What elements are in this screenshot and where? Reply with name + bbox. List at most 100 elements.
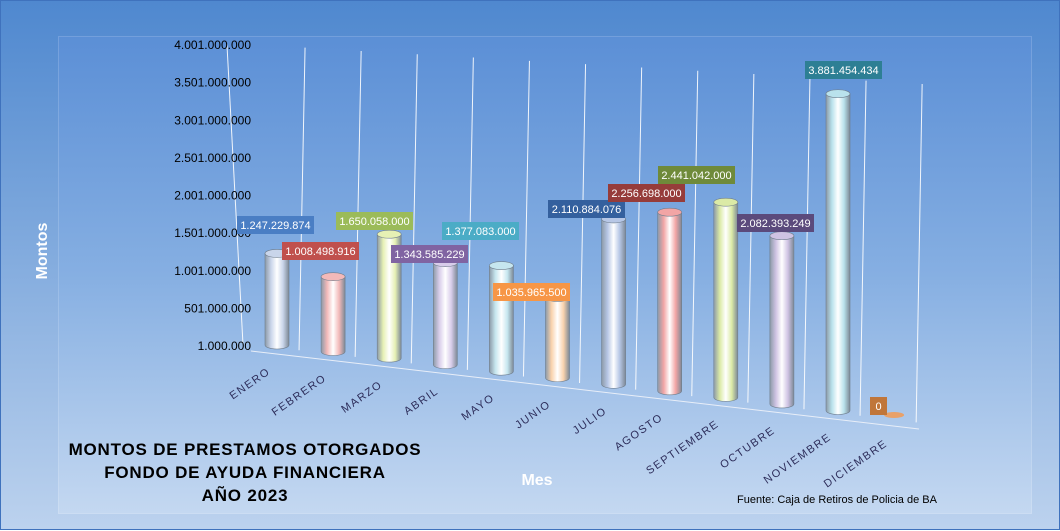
y-tick-label: 2.001.000.000 — [174, 189, 251, 203]
grid-line — [410, 54, 418, 364]
data-label-box — [391, 245, 468, 263]
data-label-text: 1.377.083.000 — [445, 226, 515, 238]
data-label-box — [442, 222, 519, 240]
x-axis-title: Mes — [521, 472, 553, 489]
data-label-text: 1.343.585.229 — [394, 249, 464, 261]
bar-body — [601, 218, 626, 389]
data-label-text: 3.881.454.434 — [808, 65, 878, 77]
bar-top — [657, 207, 683, 217]
x-tick-label: MARZO — [339, 379, 385, 416]
data-label-text: 0 — [875, 401, 881, 413]
data-label: 1.035.965.500 — [493, 283, 570, 301]
x-tick-label: JUNIO — [513, 398, 553, 431]
data-label-text: 2.441.042.000 — [661, 170, 731, 182]
y-tick-label: 2.501.000.000 — [174, 151, 251, 165]
y-tick-label: 3.001.000.000 — [174, 113, 251, 127]
data-label-text: 1.247.229.874 — [240, 220, 310, 232]
bar — [432, 258, 458, 369]
bar — [769, 231, 795, 409]
bar-body — [264, 253, 290, 350]
grid-line — [226, 44, 244, 344]
y-tick-label: 1.000.000 — [198, 339, 252, 353]
x-tick-label: OCTUBRE — [718, 425, 778, 472]
bar-top — [489, 261, 514, 270]
bar-base — [884, 412, 905, 419]
y-tick-label: 501.000.000 — [184, 301, 251, 315]
bar — [657, 207, 683, 396]
grid-line — [298, 47, 306, 351]
data-label: 1.650.058.000 — [336, 212, 413, 230]
data-label-box — [737, 214, 814, 232]
data-label: 1.343.585.229 — [391, 245, 468, 263]
x-tick-label: DICIEMBRE — [822, 438, 890, 491]
y-tick-label: 1.001.000.000 — [174, 264, 251, 278]
chart-title-line: FONDO DE AYUDA FINANCIERA — [104, 463, 386, 482]
grid-line — [915, 83, 923, 423]
data-label-text: 1.035.965.500 — [496, 287, 566, 299]
bar — [713, 197, 739, 402]
bar-body — [489, 265, 514, 376]
x-tick-label: ENERO — [228, 366, 273, 403]
data-label: 1.247.229.874 — [237, 216, 314, 234]
bar-body — [376, 233, 402, 363]
x-tick-label: JULIO — [571, 405, 610, 437]
bar-top — [713, 197, 739, 207]
bar — [825, 89, 851, 415]
chart-title-line: MONTOS DE PRESTAMOS OTORGADOS — [68, 440, 422, 459]
grid-line — [859, 80, 867, 416]
y-axis-title: Montos — [34, 222, 51, 280]
y-tick-label: 1.501.000.000 — [174, 226, 251, 240]
bar-body — [657, 211, 682, 396]
bar — [376, 229, 402, 363]
data-label: 0 — [870, 397, 887, 415]
x-tick-label: MAYO — [459, 392, 497, 423]
bar — [320, 272, 346, 356]
data-label-text: 2.082.393.249 — [740, 218, 810, 230]
bar-body — [433, 262, 458, 369]
bar — [264, 249, 290, 350]
x-tick-label: ABRIL — [402, 385, 441, 417]
data-label: 1.377.083.000 — [442, 222, 519, 240]
data-label-box — [493, 283, 570, 301]
data-label-box — [870, 397, 887, 415]
bar-top — [769, 231, 795, 241]
chart-title: MONTOS DE PRESTAMOS OTORGADOS FONDO DE A… — [69, 438, 422, 507]
data-label-text: 2.256.698.000 — [611, 188, 681, 200]
data-label-box — [805, 61, 882, 79]
data-label: 2.256.698.000 — [608, 184, 685, 202]
y-tick-label: 4.001.000.000 — [174, 38, 251, 52]
floor-line — [250, 350, 920, 430]
grid-line — [803, 77, 811, 410]
data-label-text: 1.008.498.916 — [285, 246, 355, 258]
data-label: 3.881.454.434 — [805, 61, 882, 79]
data-label-text: 2.110.884.076 — [552, 204, 622, 216]
bar — [601, 214, 626, 389]
y-tick-label: 3.501.000.000 — [174, 76, 251, 90]
grid-line — [747, 74, 755, 403]
grid-line — [522, 60, 530, 377]
bar-top — [376, 229, 402, 239]
data-label: 1.008.498.916 — [282, 242, 359, 260]
data-label: 2.110.884.076 — [548, 200, 625, 218]
source-note: Fuente: Caja de Retiros de Policia de BA — [737, 494, 937, 506]
data-label-box — [237, 216, 314, 234]
bar — [884, 412, 905, 419]
bar-body — [545, 297, 570, 383]
bar — [545, 293, 570, 383]
bar-body — [320, 276, 346, 356]
x-tick-label: NOVIEMBRE — [762, 431, 834, 486]
x-tick-label: FEBRERO — [270, 372, 329, 418]
data-label-box — [282, 242, 359, 260]
data-label-text: 1.650.058.000 — [339, 216, 409, 228]
data-label-box — [658, 166, 735, 184]
x-tick-label: AGOSTO — [613, 411, 666, 453]
grid-line — [635, 67, 643, 390]
bar-body — [825, 93, 851, 415]
grid-line — [466, 57, 474, 370]
bar-top — [320, 272, 346, 281]
data-label: 2.441.042.000 — [658, 166, 735, 184]
data-label-box — [336, 212, 413, 230]
bar-body — [713, 201, 739, 402]
